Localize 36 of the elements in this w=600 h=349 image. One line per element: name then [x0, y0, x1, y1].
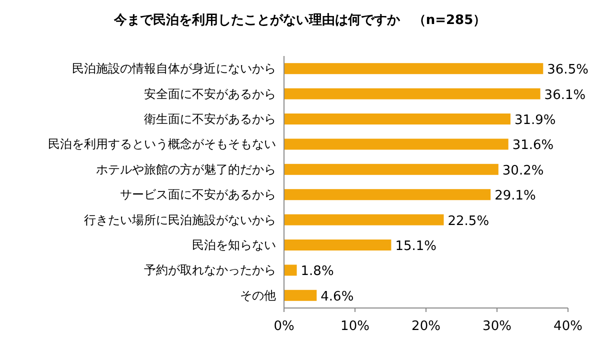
- x-tick-label: 0%: [274, 319, 294, 334]
- bar: [284, 63, 544, 74]
- data-label: 29.1%: [494, 188, 536, 204]
- y-tick-label: 安全面に不安があるから: [144, 86, 276, 101]
- x-tick-label: 20%: [412, 319, 440, 334]
- bar: [284, 88, 540, 100]
- data-label: 30.2%: [502, 163, 544, 178]
- bar: [284, 138, 508, 150]
- y-tick-label: 民泊施設の情報自体が身近にないから: [72, 62, 276, 76]
- bar: [284, 214, 444, 226]
- data-label: 15.1%: [395, 239, 437, 254]
- bar: [284, 164, 498, 175]
- data-label: 1.8%: [300, 264, 334, 280]
- y-tick-label: 民泊を知らない: [192, 238, 276, 252]
- y-tick-label: サービス面に不安があるから: [120, 188, 276, 202]
- bar: [284, 189, 491, 200]
- y-tick-label: 行きたい場所に民泊施設がないから: [84, 212, 276, 227]
- bar: [284, 264, 297, 276]
- y-tick-label: 予約が取れなかったから: [144, 263, 276, 278]
- y-tick-label: ホテルや旅館の方が魅了的だから: [96, 162, 276, 176]
- data-label: 31.9%: [514, 113, 556, 128]
- x-tick-label: 10%: [340, 319, 370, 334]
- data-label: 4.6%: [320, 289, 354, 304]
- bar: [284, 240, 392, 250]
- x-tick-label: 40%: [554, 319, 582, 334]
- chart-title: 今まで民泊を利用したことがない理由は何ですか （n=285）: [112, 12, 486, 28]
- y-tick-label: その他: [240, 288, 276, 302]
- data-label: 31.6%: [512, 138, 554, 154]
- y-tick-label: 民泊を利用するという概念がそもそもない: [48, 137, 276, 152]
- bar: [284, 290, 317, 301]
- data-label: 36.5%: [547, 62, 588, 78]
- x-tick-label: 30%: [482, 319, 512, 334]
- y-tick-label: 衛生面に不安があるから: [144, 112, 276, 126]
- bar: [284, 114, 510, 124]
- data-label: 36.1%: [544, 88, 586, 103]
- data-label: 22.5%: [448, 214, 490, 229]
